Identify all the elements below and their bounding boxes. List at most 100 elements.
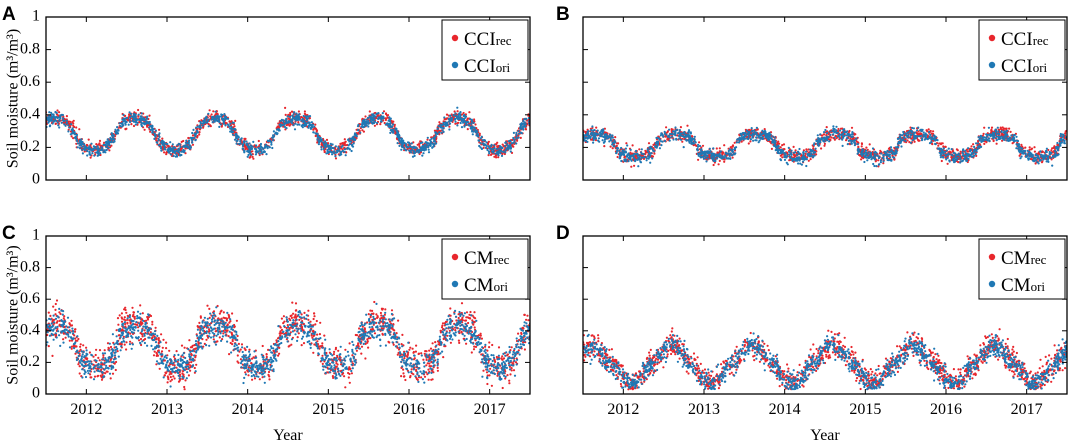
data-point	[176, 144, 179, 147]
data-point	[129, 120, 132, 123]
data-point	[179, 145, 182, 149]
data-point	[334, 157, 338, 160]
data-point	[172, 154, 175, 158]
data-point	[292, 113, 295, 116]
data-point	[420, 149, 423, 152]
data-point	[285, 124, 288, 127]
data-point	[69, 133, 72, 136]
data-point	[91, 152, 94, 155]
data-point	[959, 150, 962, 153]
data-point	[1006, 137, 1010, 140]
data-point	[865, 146, 868, 149]
data-point	[953, 161, 956, 164]
data-point	[262, 147, 265, 150]
data-point	[504, 151, 507, 154]
data-point	[125, 127, 128, 130]
data-point	[902, 130, 905, 134]
data-point	[259, 144, 262, 148]
data-point	[144, 122, 147, 125]
data-point	[992, 139, 995, 143]
data-point	[497, 147, 500, 150]
y-tick-label: 0.4	[20, 105, 40, 122]
data-point	[259, 142, 263, 146]
data-point	[671, 128, 674, 131]
data-point	[435, 142, 438, 145]
data-point	[940, 159, 943, 163]
data-point	[609, 145, 612, 148]
data-point	[190, 138, 193, 141]
data-point	[107, 146, 110, 150]
data-point	[189, 146, 192, 149]
data-point	[245, 140, 248, 143]
data-point	[479, 142, 482, 145]
data-point	[64, 124, 67, 127]
data-point	[320, 140, 323, 143]
data-point	[853, 142, 857, 145]
data-point	[506, 143, 509, 146]
data-point	[494, 152, 497, 155]
data-point	[314, 123, 317, 126]
data-point	[725, 152, 728, 155]
data-point	[899, 137, 902, 140]
data-point	[902, 132, 905, 135]
data-point	[934, 143, 937, 146]
data-point	[454, 120, 457, 123]
data-point	[239, 142, 242, 145]
data-point	[362, 126, 365, 129]
data-point	[94, 147, 97, 150]
data-point	[376, 114, 379, 117]
data-point	[212, 110, 215, 113]
data-point	[159, 145, 162, 148]
data-point	[348, 143, 352, 146]
data-point	[812, 143, 816, 147]
data-point	[396, 131, 400, 134]
data-point	[950, 148, 953, 151]
data-point	[380, 116, 383, 119]
data-point	[343, 148, 347, 151]
data-point	[492, 151, 495, 154]
data-point	[522, 119, 525, 123]
data-point	[385, 123, 388, 126]
data-point	[655, 136, 658, 139]
data-point	[425, 141, 428, 144]
data-point	[248, 148, 251, 151]
data-point	[647, 142, 651, 145]
data-point	[382, 115, 385, 118]
data-point	[232, 121, 235, 124]
data-point	[682, 146, 685, 149]
data-point	[365, 124, 368, 127]
data-point	[58, 126, 61, 129]
data-point	[850, 133, 854, 136]
data-point	[202, 126, 205, 129]
data-point	[337, 149, 340, 152]
data-point	[454, 112, 457, 115]
data-point	[230, 131, 234, 134]
data-point	[51, 113, 54, 116]
data-point	[500, 146, 503, 149]
data-point	[106, 142, 109, 145]
data-point	[611, 147, 614, 150]
data-point	[695, 144, 698, 147]
data-point	[72, 137, 75, 140]
data-point	[712, 163, 715, 167]
data-point	[730, 154, 734, 157]
data-point	[78, 144, 81, 147]
data-point	[678, 129, 682, 132]
data-point	[99, 153, 102, 157]
data-point	[990, 126, 994, 129]
data-point	[683, 136, 686, 139]
data-point	[512, 131, 516, 134]
data-point	[458, 117, 461, 120]
data-point	[488, 147, 492, 150]
series-CCI_ori	[46, 106, 530, 158]
data-point	[86, 149, 89, 153]
data-point	[442, 126, 445, 130]
data-points	[583, 124, 1067, 168]
data-point	[131, 119, 134, 122]
data-point	[298, 115, 301, 118]
data-point	[459, 111, 462, 114]
data-point	[246, 143, 249, 146]
data-point	[164, 148, 167, 151]
data-point	[260, 152, 264, 155]
data-point	[110, 134, 114, 137]
